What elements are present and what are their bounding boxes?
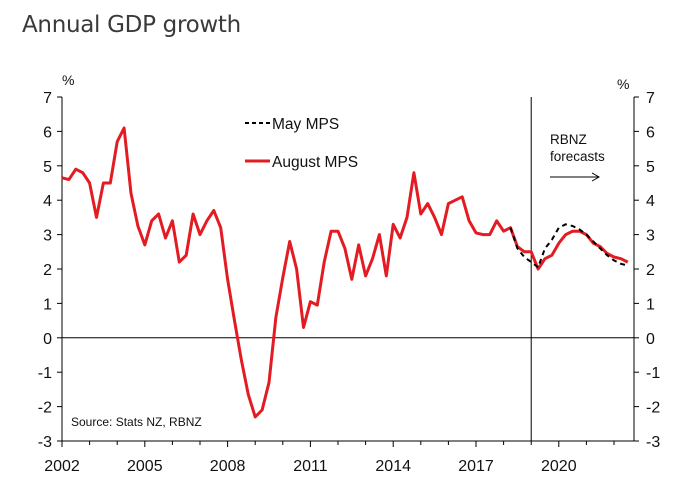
left-y-tick-label: 6	[43, 124, 52, 141]
right-y-tick-label: 5	[646, 159, 655, 176]
left-y-tick-label: -3	[38, 434, 52, 451]
left-y-tick-label: 4	[43, 193, 52, 210]
right-y-tick-label: -1	[646, 365, 660, 382]
series-line-august-mps	[61, 126, 629, 419]
left-y-tick-label: 0	[43, 331, 52, 348]
left-y-tick-label: 7	[43, 90, 52, 107]
left-y-tick-label: 1	[43, 296, 52, 313]
forecast-annotation: RBNZ forecasts	[550, 132, 605, 182]
left-y-tick-label: -2	[38, 400, 52, 417]
axes-group: 7 7 6 6 5 5 4 4 3 3 2 2 1 1 0 0 -1 -1 -2 -2 -3 -3 2002 2005 2008…	[38, 90, 661, 475]
right-y-tick-label: 1	[646, 296, 655, 313]
x-tick-label: 2017	[458, 458, 494, 475]
x-tick-label: 2014	[375, 458, 411, 475]
x-tick-label: 2005	[127, 458, 163, 475]
right-y-tick-label: 3	[646, 228, 655, 245]
left-unit-label: %	[62, 72, 74, 88]
right-y-tick-label: 4	[646, 193, 655, 210]
chart-title: Annual GDP growth	[22, 12, 241, 38]
right-y-tick-label: 6	[646, 124, 655, 141]
right-y-tick-label: 7	[646, 90, 655, 107]
x-tick-label: 2002	[44, 458, 80, 475]
source-note: Source: Stats NZ, RBNZ	[71, 415, 202, 429]
left-y-tick-label: -1	[38, 365, 52, 382]
forecast-arrow-head-icon	[591, 172, 601, 182]
left-y-tick-label: 3	[43, 228, 52, 245]
series-line-may-mps	[509, 223, 629, 269]
right-y-tick-label: 0	[646, 331, 655, 348]
right-unit-label: %	[617, 76, 629, 92]
forecast-label-line1: RBNZ	[550, 132, 587, 147]
x-tick-label: 2008	[210, 458, 246, 475]
legend: May MPS August MPS	[245, 116, 358, 171]
right-y-tick-label: 2	[646, 262, 655, 279]
forecast-label-line2: forecasts	[550, 149, 605, 164]
legend-label-august-mps: August MPS	[272, 154, 358, 171]
left-y-tick-label: 5	[43, 159, 52, 176]
right-y-tick-label: -3	[646, 434, 660, 451]
legend-label-may-mps: May MPS	[272, 116, 339, 133]
x-tick-label: 2020	[541, 458, 577, 475]
x-tick-label: 2011	[293, 458, 328, 475]
series-group	[61, 126, 629, 419]
left-y-tick-label: 2	[43, 262, 52, 279]
right-y-tick-label: -2	[646, 400, 660, 417]
